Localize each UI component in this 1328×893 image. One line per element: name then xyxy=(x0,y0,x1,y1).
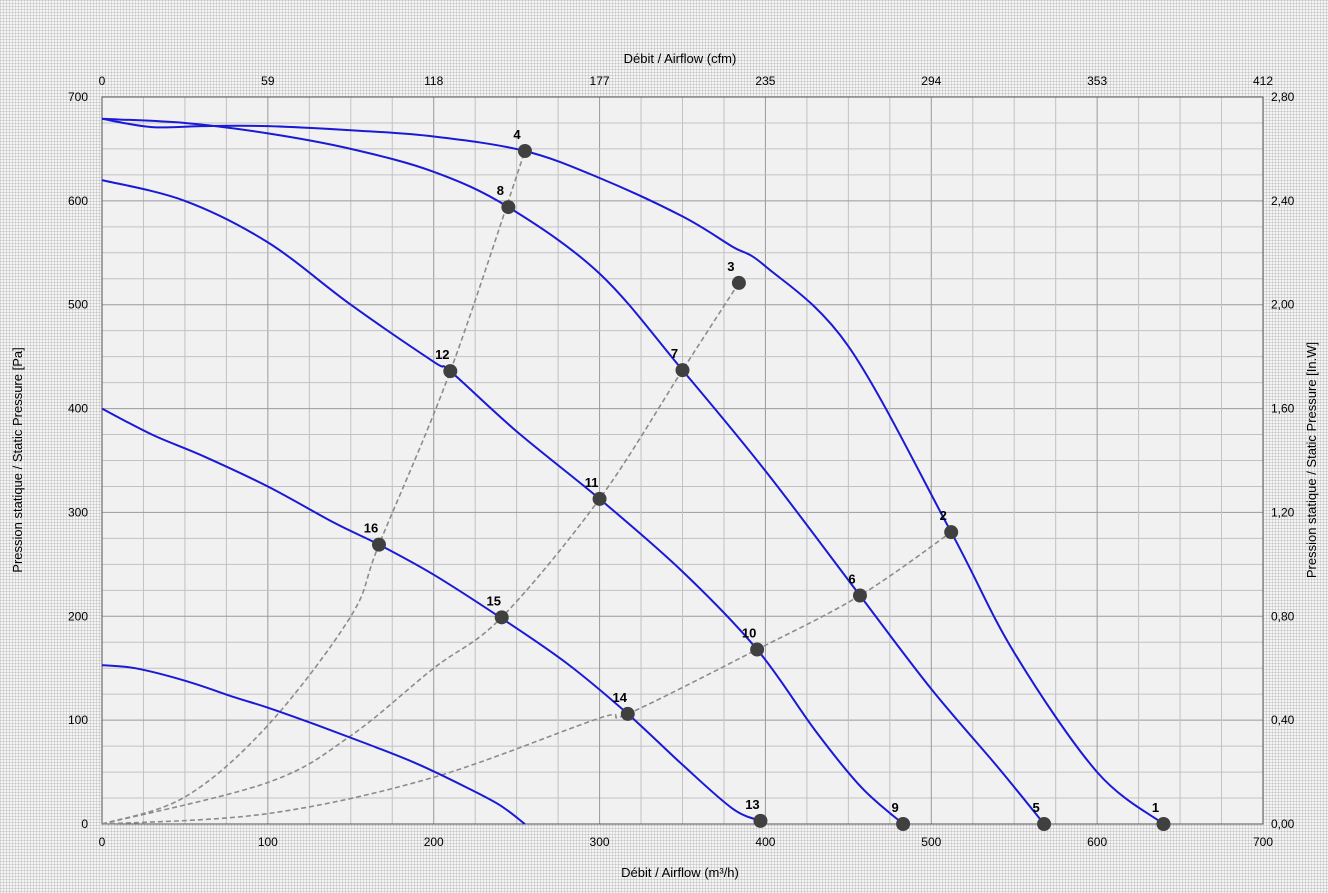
operating-point-marker xyxy=(371,537,386,552)
right-tick-label: 0,00 xyxy=(1271,817,1295,831)
top-tick-label: 294 xyxy=(921,74,941,88)
operating-point-label: 7 xyxy=(671,346,678,361)
operating-point-label: 1 xyxy=(1152,800,1159,815)
operating-point-label: 15 xyxy=(486,593,500,608)
y-axis-title-left: Pression statique / Static Pressure [Pa] xyxy=(10,347,25,572)
y-tick-label: 300 xyxy=(68,505,88,519)
operating-point-marker xyxy=(896,817,911,831)
fan-curve xyxy=(101,664,526,825)
y-tick-label: 100 xyxy=(68,713,88,727)
operating-point-marker xyxy=(494,610,509,625)
x-axis-title-top: Débit / Airflow (cfm) xyxy=(624,51,737,66)
operating-point-label: 6 xyxy=(848,572,855,587)
top-tick-label: 177 xyxy=(590,74,610,88)
operating-point-marker xyxy=(1037,817,1052,831)
operating-point-marker xyxy=(731,275,746,290)
right-tick-label: 1,20 xyxy=(1271,505,1295,519)
operating-point-label: 11 xyxy=(585,475,599,490)
operating-point-marker xyxy=(501,200,516,215)
operating-point-marker xyxy=(753,813,768,828)
x-tick-label: 300 xyxy=(590,835,610,849)
y-tick-label: 200 xyxy=(68,609,88,623)
operating-point-marker xyxy=(852,588,867,603)
top-tick-label: 0 xyxy=(99,74,106,88)
x-tick-label: 600 xyxy=(1087,835,1107,849)
x-tick-label: 0 xyxy=(99,835,106,849)
system-curve xyxy=(101,150,526,825)
y-axis-title-right: Pression statique / Static Pressure [In.… xyxy=(1304,342,1319,578)
y-tick-label: 0 xyxy=(81,817,88,831)
operating-point-marker xyxy=(750,642,765,657)
y-tick-label: 600 xyxy=(68,194,88,208)
operating-point-label: 2 xyxy=(940,508,947,523)
operating-point-label: 8 xyxy=(497,183,504,198)
system-curve xyxy=(101,282,740,825)
x-tick-label: 100 xyxy=(258,835,278,849)
fan-curve xyxy=(101,407,761,822)
x-tick-label: 200 xyxy=(424,835,444,849)
operating-point-label: 13 xyxy=(745,797,759,812)
operating-point-label: 16 xyxy=(364,521,378,536)
fan-curve xyxy=(101,117,1165,825)
operating-point-label: 10 xyxy=(742,626,756,641)
operating-point-marker xyxy=(443,364,458,379)
fan-curve xyxy=(101,117,1045,825)
right-tick-label: 1,60 xyxy=(1271,402,1295,416)
operating-point-label: 3 xyxy=(727,259,734,274)
x-axis-title-bottom: Débit / Airflow (m³/h) xyxy=(621,865,739,880)
top-tick-label: 235 xyxy=(755,74,775,88)
right-tick-label: 2,00 xyxy=(1271,298,1295,312)
plot-frame xyxy=(101,96,1264,825)
x-tick-label: 500 xyxy=(921,835,941,849)
x-tick-label: 400 xyxy=(755,835,775,849)
y-tick-label: 500 xyxy=(68,298,88,312)
y-tick-label: 400 xyxy=(68,402,88,416)
operating-point-marker xyxy=(592,491,607,506)
operating-point-label: 12 xyxy=(435,347,449,362)
top-tick-label: 353 xyxy=(1087,74,1107,88)
fan-curve xyxy=(101,179,904,825)
operating-point-marker xyxy=(944,525,959,540)
top-tick-label: 118 xyxy=(424,74,443,88)
right-tick-label: 2,40 xyxy=(1271,194,1295,208)
right-tick-label: 0,80 xyxy=(1271,609,1295,623)
right-tick-label: 2,80 xyxy=(1271,90,1295,104)
operating-point-label: 5 xyxy=(1032,800,1039,815)
operating-point-marker xyxy=(517,144,532,159)
operating-point-marker xyxy=(620,706,635,721)
operating-point-label: 14 xyxy=(613,690,628,705)
y-tick-label: 700 xyxy=(68,90,88,104)
right-tick-label: 0,40 xyxy=(1271,713,1295,727)
operating-point-marker xyxy=(675,363,690,378)
top-tick-label: 59 xyxy=(261,74,275,88)
operating-point-marker xyxy=(1156,817,1171,831)
x-tick-label: 700 xyxy=(1253,835,1273,849)
operating-point-label: 9 xyxy=(891,800,898,815)
operating-point-label: 4 xyxy=(513,127,521,142)
top-tick-label: 412 xyxy=(1253,74,1273,88)
system-curve xyxy=(101,531,952,825)
